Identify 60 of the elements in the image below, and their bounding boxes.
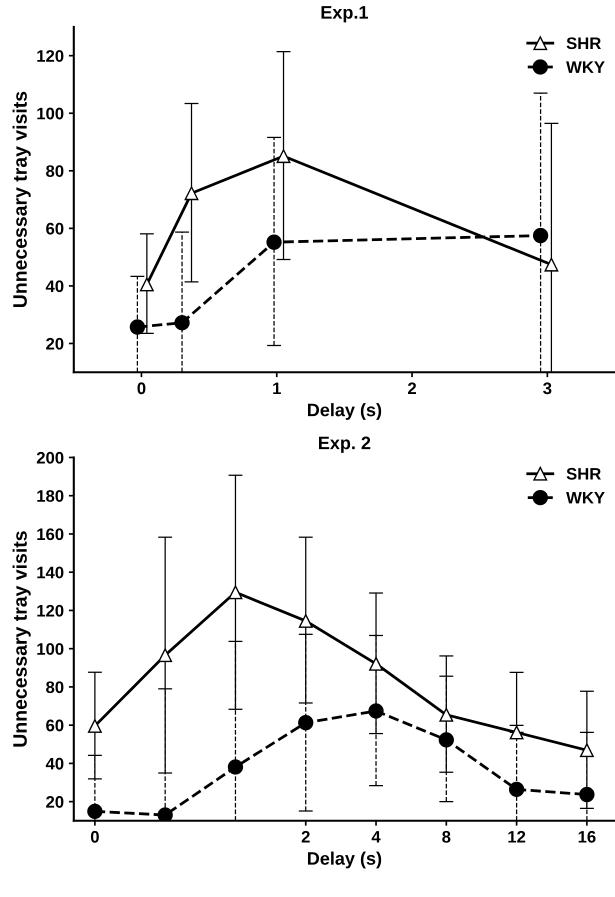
x-axis-title: Delay (s): [308, 403, 382, 420]
x-tick-label: 1: [273, 382, 281, 394]
y-tick-label: 200: [36, 452, 64, 464]
y-tick-label: 100: [37, 643, 64, 655]
y-tick-label: 60: [46, 222, 64, 235]
x-tick-label: 8: [442, 830, 450, 843]
point: [140, 278, 154, 292]
x-tick-label: 12: [508, 830, 526, 843]
point: [276, 149, 290, 164]
point: [88, 718, 102, 733]
point: [266, 234, 282, 250]
y-tick-label: 180: [37, 490, 64, 502]
point: [510, 725, 524, 740]
x-tick-label: 0: [90, 830, 99, 843]
x-tick-label: 2: [408, 382, 416, 394]
point: [158, 648, 172, 662]
point: [544, 258, 558, 272]
y-tick-label: 160: [37, 528, 64, 540]
x-tick-label: 16: [578, 830, 596, 843]
x-tick-label: 3: [543, 382, 552, 394]
y-tick-label: 40: [46, 280, 64, 292]
y-tick-label: 20: [46, 796, 64, 808]
y-tick-label: 40: [46, 758, 64, 770]
point: [130, 319, 146, 335]
point: [228, 759, 244, 775]
point: [298, 614, 313, 628]
x-axis-title: Delay (s): [308, 852, 382, 868]
legend-label: WKY: [566, 492, 605, 504]
point: [87, 804, 103, 820]
point: [298, 715, 314, 730]
point: [438, 732, 454, 748]
point: [184, 186, 198, 200]
y-tick-label: 80: [46, 165, 64, 178]
y-tick-label: 60: [46, 720, 64, 732]
y-tick-label: 80: [46, 681, 64, 694]
point: [532, 228, 548, 244]
point: [174, 315, 190, 330]
y-tick-label: 120: [37, 604, 64, 617]
y-tick-label: 140: [37, 566, 64, 578]
y-tick-label: 100: [37, 108, 64, 120]
legend-label: SHR: [566, 468, 601, 480]
point: [369, 656, 383, 671]
legend-label: WKY: [566, 61, 605, 73]
point: [228, 585, 242, 600]
point: [158, 807, 173, 821]
y-tick-label: 120: [37, 50, 64, 62]
chart-title: Exp. 2: [319, 436, 370, 453]
y-axis-title: Unnecessary tray visits: [12, 92, 31, 308]
y-tick-label: 20: [46, 338, 64, 350]
x-tick-label: 2: [302, 830, 310, 843]
point: [579, 786, 595, 802]
point: [580, 743, 594, 758]
x-tick-label: 4: [372, 831, 381, 843]
chart-title: Exp.1: [322, 6, 368, 22]
x-tick-label: 0: [137, 382, 146, 394]
y-axis-title: Unnecessary tray visits: [12, 531, 31, 747]
point: [368, 703, 384, 719]
legend-label: SHR: [566, 37, 601, 50]
point: [508, 782, 524, 798]
point: [439, 708, 454, 722]
